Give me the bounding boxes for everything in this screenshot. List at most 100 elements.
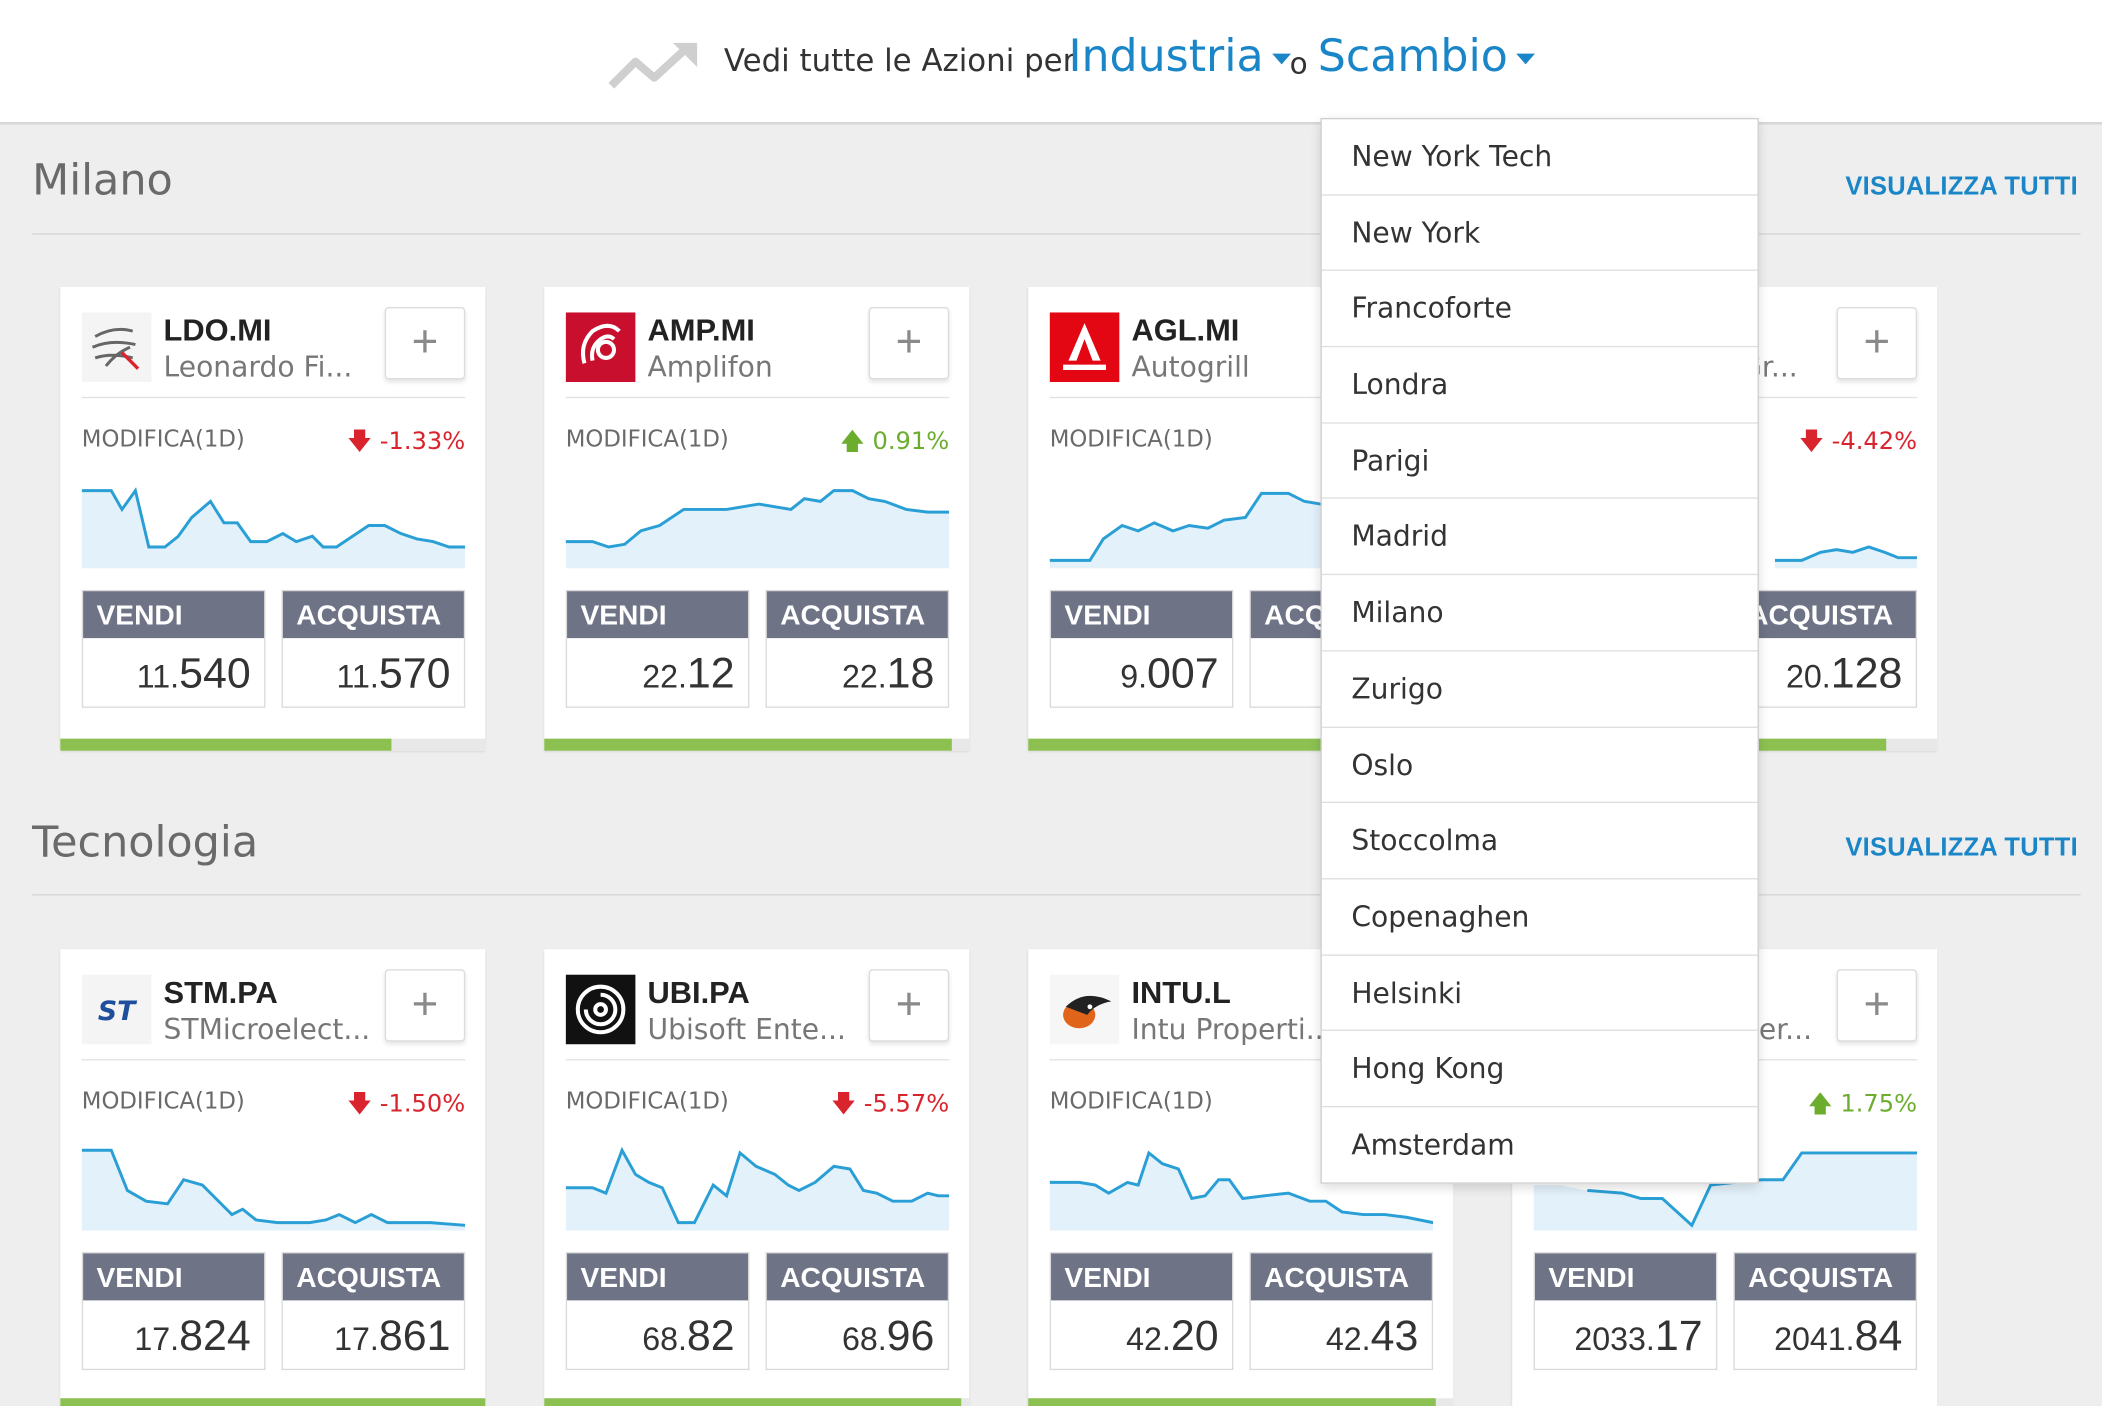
sell-price[interactable]: 9.007 [1120, 648, 1219, 698]
sell-button[interactable]: VENDI 2033.17 [1533, 1252, 1718, 1371]
sell-button[interactable]: VENDI 11.540 [81, 589, 266, 708]
sparkline-chart [1049, 491, 1342, 569]
exchange-label[interactable]: Scambio [1317, 29, 1508, 82]
arrow-up-icon: 🡅 [839, 427, 865, 456]
stock-symbol: AMP.MI [647, 312, 755, 348]
view-all-link[interactable]: VISUALIZZA TUTTI [1845, 172, 2078, 202]
sparkline-chart [565, 1146, 950, 1231]
sell-label[interactable]: VENDI [1051, 1253, 1233, 1301]
stock-name: Leonardo Fi... [163, 351, 353, 384]
menu-item-hong-kong[interactable]: Hong Kong [1321, 1031, 1758, 1108]
sell-button[interactable]: VENDI 68.82 [565, 1252, 750, 1371]
section-title: Milano [32, 154, 173, 206]
stock-card[interactable]: ST STM.PA STMicroelect... + MODIFICA(1D)… [60, 949, 486, 1406]
stock-symbol: INTU.L [1131, 974, 1231, 1010]
sell-button[interactable]: VENDI 22.12 [565, 589, 750, 708]
menu-item-zurigo[interactable]: Zurigo [1321, 651, 1758, 728]
stock-card[interactable]: AMP.MI Amplifon + MODIFICA(1D) 🡅 0.91% V… [544, 286, 970, 751]
buy-label[interactable]: ACQUISTA [1734, 1253, 1916, 1301]
menu-item-londra[interactable]: Londra [1321, 347, 1758, 424]
view-all-link[interactable]: VISUALIZZA TUTTI [1845, 833, 2078, 863]
add-to-watchlist-button[interactable]: + [1836, 306, 1918, 380]
buy-price[interactable]: 17.861 [334, 1311, 451, 1360]
sell-price[interactable]: 17.824 [134, 1311, 251, 1360]
sell-label[interactable]: VENDI [83, 591, 265, 639]
menu-item-copenaghen[interactable]: Copenaghen [1321, 879, 1758, 956]
buy-button[interactable]: ACQUISTA 20.128 [1733, 589, 1918, 708]
add-to-watchlist-button[interactable]: + [384, 969, 466, 1042]
add-to-watchlist-button[interactable]: + [868, 969, 950, 1042]
menu-item-parigi[interactable]: Parigi [1321, 423, 1758, 500]
buy-label[interactable]: ACQUISTA [282, 1253, 464, 1301]
menu-item-milano[interactable]: Milano [1321, 575, 1758, 652]
menu-item-amsterdam[interactable]: Amsterdam [1351, 1128, 1515, 1161]
sell-button[interactable]: VENDI 17.824 [81, 1252, 266, 1371]
industry-label[interactable]: Industria [1068, 29, 1264, 82]
sell-label[interactable]: VENDI [83, 1253, 265, 1301]
sell-price[interactable]: 22.12 [642, 648, 735, 698]
industry-dropdown[interactable]: Industria [1068, 29, 1291, 82]
buy-button[interactable]: ACQUISTA 11.570 [281, 589, 466, 708]
sell-price[interactable]: 2033.17 [1574, 1311, 1703, 1360]
buy-button[interactable]: ACQUISTA 22.18 [765, 589, 950, 708]
change-label: MODIFICA(1D) [1049, 1088, 1213, 1116]
sell-button[interactable]: VENDI 9.007 [1049, 589, 1234, 708]
arrow-down-icon: 🡇 [347, 427, 373, 456]
add-to-watchlist-button[interactable]: + [384, 306, 466, 380]
sentiment-bar [1028, 1398, 1454, 1406]
menu-item-oslo[interactable]: Oslo [1321, 727, 1758, 804]
sparkline-chart [565, 489, 950, 569]
menu-item-madrid[interactable]: Madrid [1321, 499, 1758, 576]
arrow-down-icon: 🡇 [347, 1089, 373, 1119]
sell-label[interactable]: VENDI [1051, 591, 1233, 639]
arrow-down-icon: 🡇 [1799, 427, 1824, 456]
buy-label[interactable]: ACQUISTA [766, 1253, 948, 1301]
add-to-watchlist-button[interactable]: + [868, 306, 950, 380]
buy-price[interactable]: 11.570 [336, 648, 451, 698]
buy-button[interactable]: ACQUISTA 2041.84 [1733, 1252, 1918, 1371]
sell-price[interactable]: 42.20 [1126, 1311, 1219, 1360]
buy-price[interactable]: 2041.84 [1774, 1311, 1903, 1360]
menu-item-new-york-tech[interactable]: New York Tech [1321, 119, 1758, 196]
chevron-down-icon[interactable] [1515, 52, 1535, 64]
exchange-dropdown[interactable]: Scambio [1317, 29, 1535, 82]
stock-card[interactable]: LDO.MI Leonardo Fi... + MODIFICA(1D) 🡇 -… [60, 286, 486, 751]
arrow-down-icon: 🡇 [831, 1089, 857, 1119]
arrow-up-icon: 🡅 [1807, 1089, 1833, 1119]
buy-label[interactable]: ACQUISTA [1734, 591, 1916, 639]
sell-label[interactable]: VENDI [567, 591, 749, 639]
sell-label[interactable]: VENDI [567, 1253, 749, 1301]
stock-card[interactable]: UBI.PA Ubisoft Ente... + MODIFICA(1D) 🡇 … [544, 949, 970, 1406]
stock-symbol: AGL.MI [1131, 312, 1240, 348]
stock-name: Amplifon [647, 351, 773, 384]
buy-label[interactable]: ACQUISTA [766, 591, 948, 639]
change-label: MODIFICA(1D) [565, 426, 729, 454]
sentiment-bar [544, 1398, 970, 1406]
sell-price[interactable]: 11.540 [136, 648, 251, 698]
menu-item-new-york[interactable]: New York [1321, 195, 1758, 272]
buy-price[interactable]: 20.128 [1785, 648, 1903, 698]
buy-button[interactable]: ACQUISTA 68.96 [765, 1252, 950, 1371]
buy-price[interactable]: 42.43 [1325, 1311, 1419, 1360]
chevron-down-icon[interactable] [1271, 52, 1291, 64]
ubisoft-logo-icon [565, 974, 636, 1045]
add-to-watchlist-button[interactable]: + [1836, 969, 1918, 1042]
buy-button[interactable]: ACQUISTA 42.43 [1249, 1252, 1434, 1371]
buy-price[interactable]: 22.18 [841, 648, 935, 698]
buy-price[interactable]: 68.96 [841, 1311, 935, 1360]
menu-item-helsinki[interactable]: Helsinki [1321, 955, 1758, 1032]
section-divider [32, 233, 2081, 235]
change-value: 🡇 -1.50% [347, 1089, 466, 1119]
sell-label[interactable]: VENDI [1534, 1253, 1716, 1301]
menu-item-stoccolma[interactable]: Stoccolma [1321, 803, 1758, 880]
autogrill-logo-icon [1049, 312, 1120, 383]
buy-button[interactable]: ACQUISTA 17.861 [281, 1252, 466, 1371]
stock-symbol: LDO.MI [163, 312, 272, 348]
buy-label[interactable]: ACQUISTA [1250, 1253, 1432, 1301]
menu-item-francoforte[interactable]: Francoforte [1321, 271, 1758, 348]
svg-text:ST: ST [98, 996, 138, 1027]
header-lead-text: Vedi tutte le Azioni per [723, 44, 1076, 80]
buy-label[interactable]: ACQUISTA [282, 591, 464, 639]
sell-price[interactable]: 68.82 [642, 1311, 735, 1360]
sell-button[interactable]: VENDI 42.20 [1049, 1252, 1234, 1371]
